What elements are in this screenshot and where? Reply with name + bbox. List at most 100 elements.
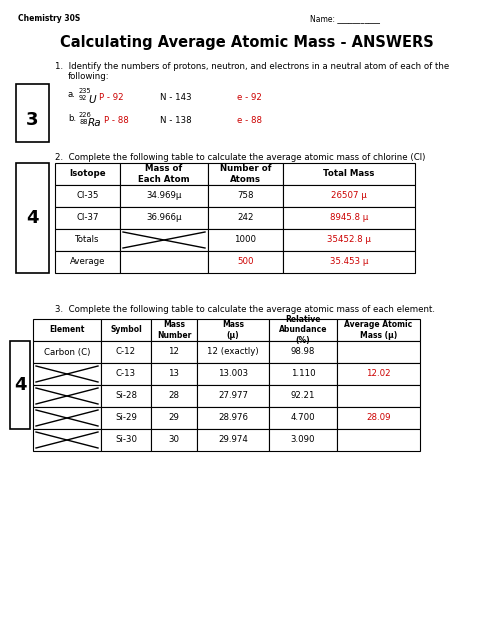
Text: Calculating Average Atomic Mass - ANSWERS: Calculating Average Atomic Mass - ANSWER… [60, 35, 434, 50]
Text: 1000: 1000 [235, 236, 256, 244]
Text: 26507 μ: 26507 μ [331, 191, 367, 200]
Text: 29.974: 29.974 [218, 435, 248, 445]
Bar [120, 229, 208, 251]
Bar [10, 341, 30, 429]
Text: 2.  Complete the following table to calculate the average atomic mass of chlorin: 2. Complete the following table to calcu… [55, 153, 425, 162]
Text: C-12: C-12 [116, 348, 136, 356]
Text: P - 92: P - 92 [99, 93, 124, 102]
Bar [208, 229, 283, 251]
Text: 4: 4 [14, 376, 26, 394]
Text: 500: 500 [237, 257, 254, 266]
Text: 12 (exactly): 12 (exactly) [207, 348, 259, 356]
Text: 28.09: 28.09 [366, 413, 391, 422]
Bar [151, 341, 197, 363]
Bar [33, 319, 101, 341]
Text: Isotope: Isotope [69, 170, 106, 179]
Text: 27.977: 27.977 [218, 392, 248, 401]
Text: 3.  Complete the following table to calculate the average atomic mass of each el: 3. Complete the following table to calcu… [55, 305, 435, 314]
Bar [151, 363, 197, 385]
Bar [337, 363, 420, 385]
Bar [208, 251, 283, 273]
Bar [337, 429, 420, 451]
Text: 35452.8 μ: 35452.8 μ [327, 236, 371, 244]
Text: 12.02: 12.02 [366, 369, 391, 378]
Bar [197, 363, 269, 385]
Text: 1.  Identify the numbers of protons, neutron, and electrons in a neutral atom of: 1. Identify the numbers of protons, neut… [55, 62, 449, 71]
Text: 28: 28 [168, 392, 180, 401]
Bar [120, 251, 208, 273]
Bar [283, 163, 415, 185]
Text: Symbol: Symbol [110, 326, 142, 335]
Text: Relative
Abundance
(%): Relative Abundance (%) [279, 315, 327, 345]
Bar [269, 363, 337, 385]
Text: 88: 88 [79, 119, 88, 125]
Text: Number of
Atoms: Number of Atoms [220, 164, 271, 184]
Bar [120, 207, 208, 229]
Text: following:: following: [68, 72, 109, 81]
Text: N - 143: N - 143 [160, 93, 192, 102]
Text: 35.453 μ: 35.453 μ [330, 257, 368, 266]
Text: C-13: C-13 [116, 369, 136, 378]
Text: e - 92: e - 92 [237, 93, 262, 102]
Text: Element: Element [50, 326, 85, 335]
Bar [101, 385, 151, 407]
Text: Name: ___________: Name: ___________ [310, 14, 380, 23]
Text: Si-28: Si-28 [115, 392, 137, 401]
Text: Si-30: Si-30 [115, 435, 137, 445]
Bar [283, 207, 415, 229]
Bar [101, 429, 151, 451]
Bar [55, 229, 120, 251]
Text: Average: Average [70, 257, 105, 266]
Text: 30: 30 [168, 435, 180, 445]
Bar [197, 407, 269, 429]
Bar [16, 163, 49, 273]
Text: 4.700: 4.700 [291, 413, 315, 422]
Bar [151, 429, 197, 451]
Text: 3.090: 3.090 [291, 435, 315, 445]
Bar [197, 341, 269, 363]
Text: N - 138: N - 138 [160, 116, 192, 125]
Text: a.: a. [68, 90, 76, 99]
Text: 13: 13 [168, 369, 180, 378]
Text: 12: 12 [168, 348, 180, 356]
Bar [33, 429, 101, 451]
Text: 98.98: 98.98 [291, 348, 315, 356]
Text: Chemistry 30S: Chemistry 30S [18, 14, 80, 23]
Bar [208, 185, 283, 207]
Text: 758: 758 [237, 191, 254, 200]
Bar [101, 407, 151, 429]
Bar [33, 363, 101, 385]
Text: 92.21: 92.21 [291, 392, 315, 401]
Bar [33, 407, 101, 429]
Text: 13.003: 13.003 [218, 369, 248, 378]
Bar [101, 363, 151, 385]
Bar [269, 341, 337, 363]
Bar [55, 163, 120, 185]
Bar [197, 319, 269, 341]
Bar [283, 185, 415, 207]
Bar [208, 163, 283, 185]
Bar [33, 341, 101, 363]
Text: Mass of
Each Atom: Mass of Each Atom [138, 164, 190, 184]
Text: 28.976: 28.976 [218, 413, 248, 422]
Bar [16, 84, 49, 142]
Text: 226: 226 [79, 112, 92, 118]
Bar [269, 385, 337, 407]
Text: 8945.8 μ: 8945.8 μ [330, 214, 368, 223]
Text: 92: 92 [79, 95, 88, 101]
Bar [151, 385, 197, 407]
Bar [120, 185, 208, 207]
Bar [337, 385, 420, 407]
Text: 235: 235 [79, 88, 92, 94]
Bar [151, 407, 197, 429]
Text: Si-29: Si-29 [115, 413, 137, 422]
Text: b.: b. [68, 114, 76, 123]
Text: U: U [88, 95, 96, 105]
Text: Average Atomic
Mass (μ): Average Atomic Mass (μ) [345, 320, 413, 340]
Text: 3: 3 [26, 111, 38, 129]
Text: P - 88: P - 88 [104, 116, 129, 125]
Bar [337, 341, 420, 363]
Text: Totals: Totals [75, 236, 100, 244]
Text: Mass
(μ): Mass (μ) [222, 320, 244, 340]
Text: Cl-37: Cl-37 [76, 214, 99, 223]
